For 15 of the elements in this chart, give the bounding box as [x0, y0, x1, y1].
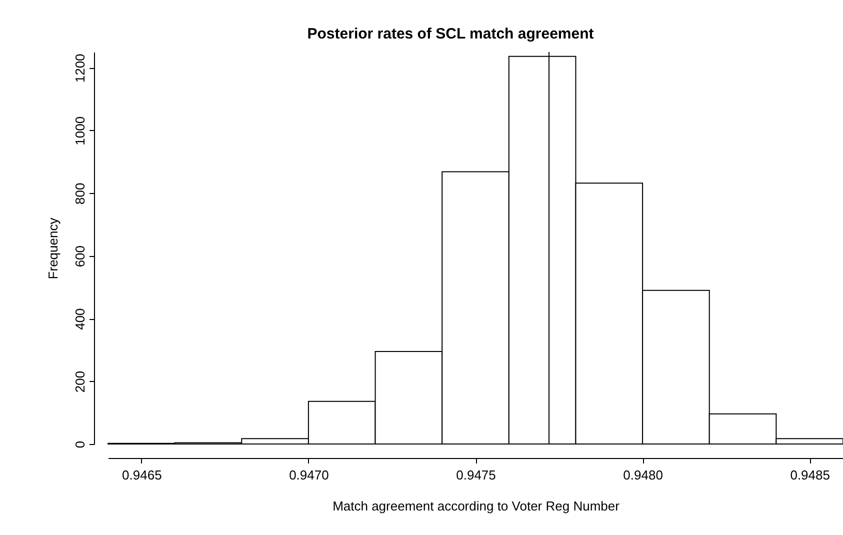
chart-title: Posterior rates of SCL match agreement: [307, 26, 594, 42]
y-tick-label: 800: [72, 182, 88, 204]
x-tick-label: 0.9470: [289, 468, 329, 482]
x-tick-label: 0.9475: [456, 468, 496, 482]
x-tick-label: 0.9465: [122, 468, 162, 482]
y-tick-label: 200: [72, 370, 88, 393]
x-tick-label: 0.9480: [623, 468, 663, 482]
y-tick-label: 600: [72, 245, 88, 268]
y-axis-title: Frequency: [46, 217, 60, 280]
y-tick-label: 1200: [72, 54, 88, 83]
x-tick-label: 0.9485: [790, 468, 830, 482]
y-tick-label: 400: [72, 308, 88, 330]
y-tick-label: 1000: [72, 116, 88, 146]
x-axis-title: Match agreement according to Voter Reg Number: [332, 498, 620, 514]
y-tick-label: 0: [72, 440, 88, 448]
